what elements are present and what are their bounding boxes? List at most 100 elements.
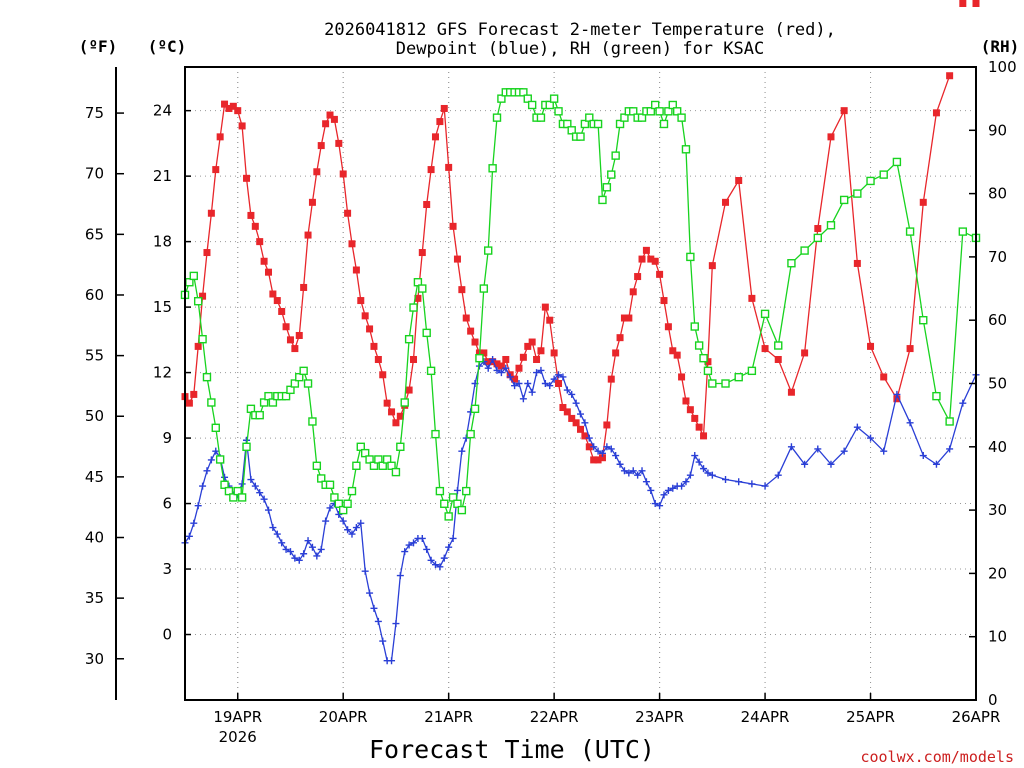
data-point — [427, 556, 435, 564]
data-point — [880, 447, 888, 455]
data-point — [787, 388, 795, 396]
data-point — [225, 104, 233, 112]
celsius-tick-label: 0 — [162, 626, 172, 644]
data-point — [256, 489, 264, 497]
data-point — [317, 545, 325, 553]
data-point — [260, 257, 268, 265]
data-point — [387, 461, 396, 470]
data-point — [664, 323, 672, 331]
data-point — [273, 297, 281, 305]
data-point — [638, 467, 646, 475]
data-point — [198, 334, 207, 344]
data-point — [946, 445, 954, 453]
fahrenheit-tick-label: 50 — [85, 407, 104, 425]
data-point — [774, 355, 782, 363]
data-point — [919, 452, 927, 460]
rh-tick-label: 10 — [988, 628, 1007, 646]
data-point — [308, 417, 317, 426]
x-tick-label: 19APR — [213, 708, 262, 726]
data-point — [396, 412, 404, 420]
data-point — [585, 443, 593, 451]
data-point — [344, 526, 352, 534]
data-point — [414, 294, 422, 302]
data-point — [748, 480, 756, 488]
data-point — [541, 303, 549, 311]
data-point — [203, 467, 211, 475]
fahrenheit-tick-label: 75 — [85, 104, 104, 122]
fahrenheit-tick-label: 35 — [85, 589, 104, 607]
data-point — [906, 419, 914, 427]
data-point — [312, 461, 322, 470]
data-point — [651, 500, 659, 508]
data-point — [867, 434, 875, 442]
data-point — [303, 379, 313, 388]
fahrenheit-tick-label: 40 — [85, 529, 104, 547]
data-point — [559, 373, 567, 381]
rh-tick-label: 0 — [988, 691, 998, 709]
data-point — [344, 209, 352, 217]
x-tick-label: 22APR — [530, 708, 579, 726]
data-point — [427, 166, 435, 174]
series-3 — [180, 88, 981, 521]
data-point — [370, 342, 378, 350]
data-point — [278, 307, 286, 315]
data-point — [449, 222, 457, 230]
data-point — [233, 486, 242, 496]
x-tick-label: 21APR — [424, 708, 473, 726]
data-point — [286, 548, 294, 556]
celsius-tick-label: 24 — [153, 102, 172, 120]
data-point — [426, 366, 436, 376]
data-point — [827, 460, 835, 468]
data-point — [634, 471, 642, 479]
data-point — [598, 195, 607, 205]
rh-tick-label: 80 — [988, 185, 1007, 203]
data-point — [563, 408, 571, 416]
data-point — [391, 467, 401, 477]
data-point — [581, 432, 589, 440]
celsius-tick-label: 3 — [162, 560, 172, 578]
data-point — [484, 246, 493, 255]
data-point — [493, 366, 501, 374]
data-point — [611, 151, 620, 160]
data-point — [300, 283, 308, 291]
data-point — [435, 486, 445, 496]
data-point — [480, 349, 488, 357]
series-2 — [181, 355, 980, 665]
data-point — [528, 338, 536, 346]
rh-tick-label: 20 — [988, 564, 1007, 582]
data-point — [590, 456, 598, 464]
rh-tick-label: 50 — [988, 375, 1007, 393]
data-point — [185, 399, 193, 407]
data-point — [637, 113, 647, 122]
data-point — [268, 398, 278, 407]
data-point — [484, 364, 492, 372]
x-tick-label: 26APR — [952, 708, 1001, 726]
data-point — [366, 589, 374, 597]
data-point — [700, 465, 708, 473]
data-point — [422, 328, 431, 338]
data-point — [625, 314, 633, 322]
data-point — [959, 399, 967, 407]
data-point — [255, 410, 264, 420]
data-point — [612, 452, 620, 460]
chart-title-line-1: 2026041812 GFS Forecast 2-meter Temperat… — [324, 20, 836, 40]
data-point — [519, 353, 527, 361]
data-point — [853, 423, 861, 431]
data-point — [708, 262, 716, 270]
axes-layer: 19APR 2026 20APR 21APR 22APR 23APR 24APR 25APR 2… — [85, 58, 1017, 746]
data-point — [651, 100, 660, 110]
data-point — [533, 369, 541, 377]
data-point — [826, 221, 836, 230]
data-point — [879, 170, 888, 179]
data-point — [339, 170, 347, 178]
data-point — [761, 482, 769, 490]
data-point — [448, 493, 458, 502]
data-point — [612, 349, 620, 357]
data-point — [185, 532, 193, 540]
data-point — [839, 195, 849, 205]
data-point — [932, 109, 940, 117]
data-point — [919, 316, 928, 325]
data-point — [774, 471, 782, 479]
fahrenheit-tick-label: 55 — [85, 347, 104, 365]
data-point — [682, 478, 690, 486]
